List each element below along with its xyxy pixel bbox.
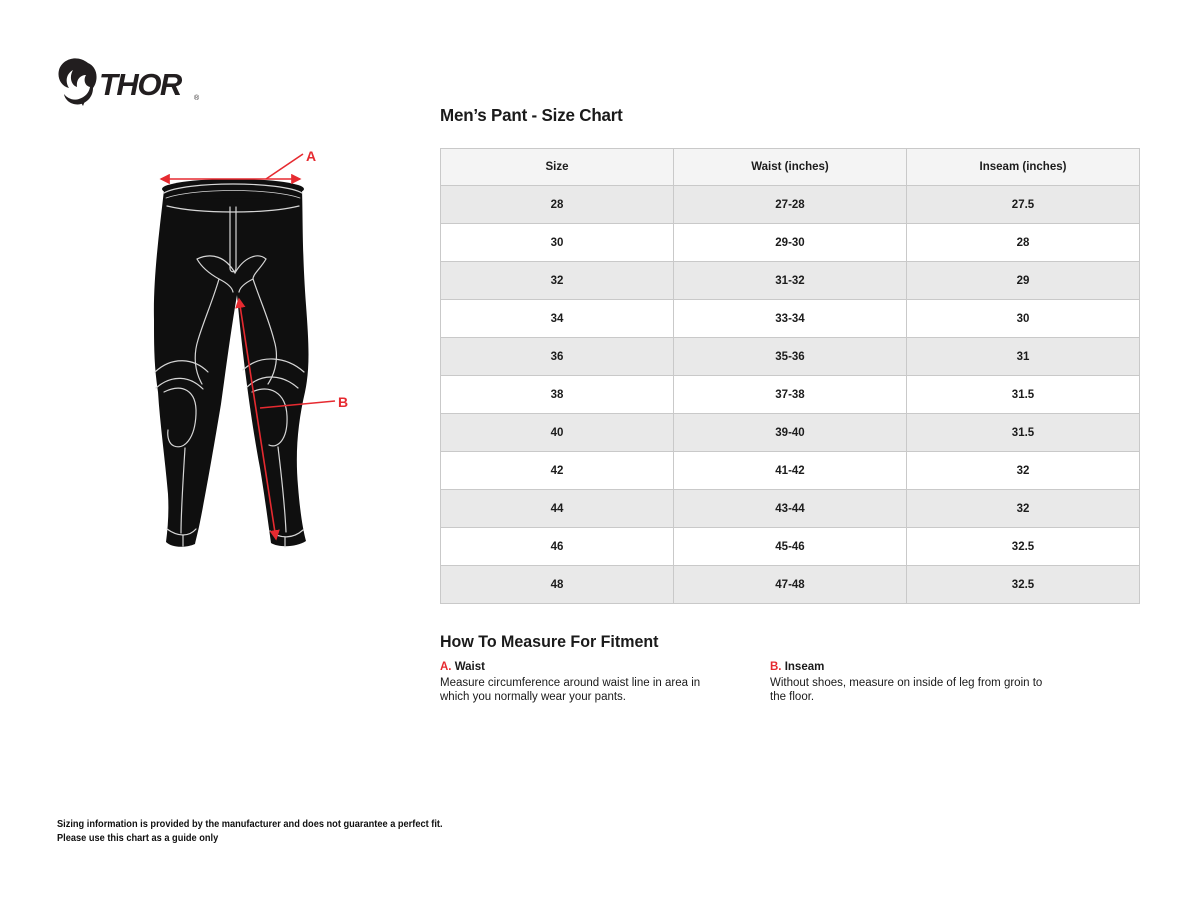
size-cell: 42 [440, 451, 674, 490]
size-cell: 28 [440, 185, 674, 224]
table-row: 36 35-36 31 [440, 337, 1140, 376]
table-row: 34 33-34 30 [440, 299, 1140, 338]
size-cell: 48 [440, 565, 674, 604]
measure-item-waist: A. Waist Measure circumference around wa… [440, 660, 732, 705]
table-row: 40 39-40 31.5 [440, 413, 1140, 452]
measure-waist-label: Waist [454, 661, 485, 673]
measure-inseam-letter: B. [770, 661, 782, 673]
logo-registered-mark: ® [194, 94, 200, 102]
how-to-measure-heading: How To Measure For Fitment [440, 633, 659, 651]
inseam-leader-line [259, 400, 336, 409]
table-row: 44 43-44 32 [440, 489, 1140, 528]
pants-diagram-svg: A B [153, 148, 348, 548]
table-row: 32 31-32 29 [440, 261, 1140, 300]
size-cell: 30 [440, 223, 674, 262]
table-row: 48 47-48 32.5 [440, 565, 1140, 604]
inseam-cell: 31.5 [906, 375, 1140, 414]
waist-cell: 35-36 [673, 337, 907, 376]
pants-illustration [153, 179, 309, 548]
waist-cell: 45-46 [673, 527, 907, 566]
measure-waist-title: A. Waist [440, 660, 732, 675]
waist-cell: 27-28 [673, 185, 907, 224]
measure-inseam-title: B. Inseam [770, 660, 1046, 675]
inseam-cell: 29 [906, 261, 1140, 300]
waist-cell: 29-30 [673, 223, 907, 262]
measure-waist-description: Measure circumference around waist line … [440, 676, 701, 704]
inseam-cell: 27.5 [906, 185, 1140, 224]
waist-cell: 39-40 [673, 413, 907, 452]
inseam-cell: 32 [906, 451, 1140, 490]
disclaimer-line-1: Sizing information is provided by the ma… [57, 818, 443, 830]
inseam-cell: 32.5 [906, 527, 1140, 566]
size-cell: 38 [440, 375, 674, 414]
size-cell: 40 [440, 413, 674, 452]
table-row: 42 41-42 32 [440, 451, 1140, 490]
table-header-row: Size Waist (inches) Inseam (inches) [440, 148, 1140, 186]
sizing-disclaimer: Sizing information is provided by the ma… [57, 817, 443, 845]
disclaimer-line-2: Please use this chart as a guide only [57, 832, 219, 845]
page-title: Men’s Pant - Size Chart [440, 105, 623, 125]
waist-cell: 43-44 [673, 489, 907, 528]
table-row: 28 27-28 27.5 [440, 185, 1140, 224]
measure-inseam-description: Without shoes, measure on inside of leg … [770, 676, 1043, 704]
table-row: 30 29-30 28 [440, 223, 1140, 262]
size-cell: 34 [440, 299, 674, 338]
size-cell: 36 [440, 337, 674, 376]
measure-inseam-label: Inseam [784, 661, 825, 673]
measure-waist-letter: A. [440, 661, 452, 673]
label-a: A [306, 148, 316, 164]
pants-measurement-diagram: A B [140, 140, 370, 570]
size-chart-table: Size Waist (inches) Inseam (inches) 28 2… [440, 148, 1140, 604]
size-cell: 46 [440, 527, 674, 566]
inseam-cell: 32 [906, 489, 1140, 528]
waist-cell: 33-34 [673, 299, 907, 338]
waist-cell: 41-42 [673, 451, 907, 490]
table-row: 46 45-46 32.5 [440, 527, 1140, 566]
measurement-annotations [159, 153, 336, 541]
inseam-cell: 31.5 [906, 413, 1140, 452]
waist-cell: 37-38 [673, 375, 907, 414]
ram-head-icon [58, 58, 97, 106]
size-cell: 32 [440, 261, 674, 300]
inseam-cell: 28 [906, 223, 1140, 262]
table-row: 38 37-38 31.5 [440, 375, 1140, 414]
label-b: B [338, 394, 348, 410]
inseam-measure-arrow [235, 297, 280, 541]
column-header-size: Size [440, 148, 674, 186]
measure-item-inseam: B. Inseam Without shoes, measure on insi… [770, 660, 1046, 705]
inseam-cell: 31 [906, 337, 1140, 376]
logo-wordmark: THOR [99, 67, 183, 102]
column-header-inseam: Inseam (inches) [906, 148, 1140, 186]
waist-cell: 47-48 [673, 565, 907, 604]
inseam-cell: 32.5 [906, 565, 1140, 604]
column-header-waist: Waist (inches) [673, 148, 907, 186]
inseam-cell: 30 [906, 299, 1140, 338]
thor-logo-svg: THOR ® [58, 58, 200, 106]
thor-logo: THOR ® [55, 56, 205, 108]
waist-cell: 31-32 [673, 261, 907, 300]
size-cell: 44 [440, 489, 674, 528]
waist-leader-line [265, 153, 304, 180]
